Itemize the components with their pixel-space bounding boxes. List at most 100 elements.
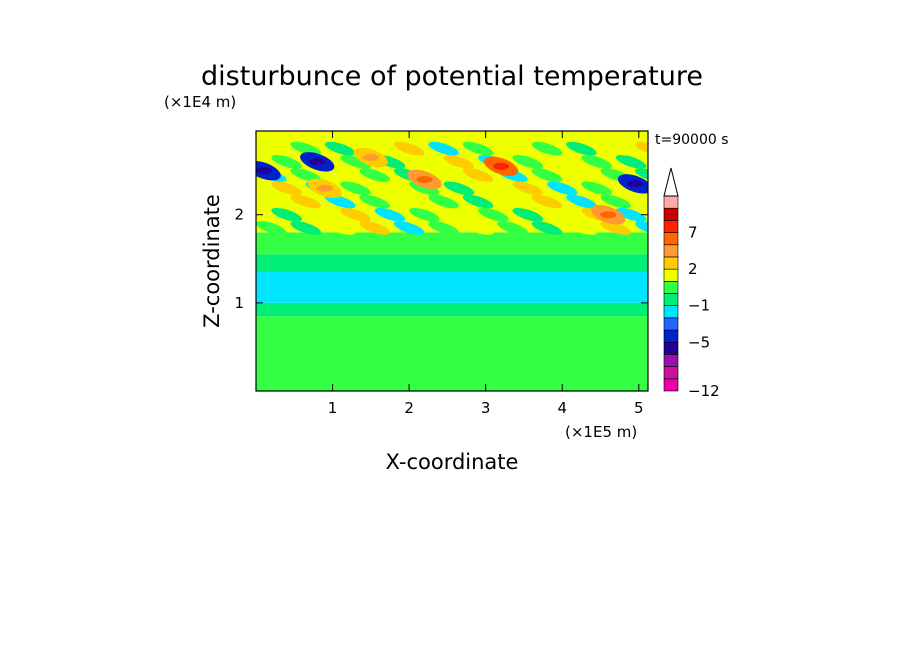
wave-cell bbox=[531, 168, 563, 182]
wave-cell bbox=[497, 141, 528, 156]
wave-cell bbox=[600, 194, 632, 209]
y-unit-label: (×1E4 m) bbox=[164, 93, 236, 111]
wave-cell bbox=[566, 168, 597, 182]
wave-cell bbox=[443, 181, 475, 196]
wave-cell bbox=[393, 221, 425, 235]
wave-cell bbox=[290, 194, 322, 209]
x-tick-label: 4 bbox=[557, 399, 567, 417]
wave-cell bbox=[462, 194, 494, 209]
wave-cell bbox=[462, 141, 494, 156]
wave-cell bbox=[256, 221, 287, 235]
colorbar: 7 2 −1 −5 −12 bbox=[663, 167, 720, 400]
wave-cell bbox=[393, 194, 425, 209]
wave-cell bbox=[531, 194, 563, 209]
wave-cell bbox=[635, 168, 648, 182]
wave-cell bbox=[340, 207, 371, 222]
plot-frame bbox=[255, 130, 649, 392]
field-feature-core bbox=[316, 184, 333, 192]
wave-cell bbox=[340, 181, 371, 196]
wave-cell bbox=[546, 181, 578, 196]
wave-cell bbox=[359, 168, 390, 182]
colorbar-tick-label: −1 bbox=[688, 297, 710, 315]
colorbar-swatch bbox=[663, 341, 679, 355]
x-tick-label: 3 bbox=[481, 399, 491, 417]
wave-cell bbox=[359, 194, 390, 209]
wave-cell bbox=[512, 207, 544, 222]
wave-cell bbox=[290, 168, 322, 182]
x-tick-label: 2 bbox=[404, 399, 414, 417]
wave-cell bbox=[443, 207, 475, 222]
wave-cell bbox=[256, 141, 287, 156]
colorbar-tick-label: 7 bbox=[688, 224, 698, 242]
colorbar-swatch bbox=[663, 244, 679, 258]
wave-cell bbox=[393, 141, 425, 156]
wave-cell bbox=[428, 168, 459, 182]
colorbar-tick-label: 2 bbox=[688, 260, 698, 278]
wave-cell bbox=[635, 221, 648, 235]
colorbar-swatch bbox=[663, 232, 679, 246]
field-band bbox=[256, 316, 648, 391]
field-feature-core bbox=[416, 175, 433, 183]
wave-cell bbox=[271, 154, 302, 169]
wave-cell bbox=[462, 168, 494, 182]
field-band bbox=[256, 232, 648, 255]
y-ticks: 12 bbox=[234, 206, 648, 312]
wave-cell bbox=[581, 181, 612, 196]
wave-cell bbox=[324, 221, 356, 235]
colorbar-swatch bbox=[663, 268, 679, 282]
wave-cell bbox=[649, 152, 683, 171]
colorbar-swatch bbox=[663, 256, 679, 270]
wave-cell bbox=[324, 194, 356, 209]
wave-cell bbox=[497, 194, 528, 209]
x-ticks: 1 2 3 4 5 bbox=[328, 131, 644, 417]
colorbar-extend-arrow bbox=[663, 167, 679, 197]
wave-cell bbox=[409, 181, 440, 196]
wave-cell bbox=[615, 154, 647, 169]
colorbar-swatch bbox=[663, 354, 679, 367]
colorbar-swatch bbox=[663, 329, 679, 343]
field-band bbox=[256, 254, 648, 273]
wave-cell bbox=[635, 141, 648, 156]
wave-cell bbox=[359, 141, 390, 156]
wave-cell bbox=[428, 141, 459, 156]
wave-cell bbox=[290, 221, 322, 235]
colorbar-tick-label: −12 bbox=[688, 382, 720, 400]
field-feature-core bbox=[362, 153, 379, 161]
colorbar-swatch bbox=[663, 366, 679, 380]
wave-cell bbox=[374, 207, 406, 222]
wave-cell bbox=[271, 207, 302, 222]
field-band bbox=[256, 302, 648, 317]
wave-cell bbox=[531, 141, 563, 156]
wave-cell bbox=[478, 181, 509, 196]
colorbar-swatch bbox=[663, 305, 679, 319]
wave-cell bbox=[271, 181, 302, 196]
wave-cell bbox=[324, 141, 356, 156]
wave-cell bbox=[443, 154, 475, 169]
wave-cell bbox=[600, 141, 632, 156]
wave-cell bbox=[478, 207, 509, 222]
y-axis-label: Z-coordinate bbox=[200, 194, 224, 328]
chart-title: disturbunce of potential temperature bbox=[201, 61, 703, 92]
wave-cell bbox=[290, 141, 322, 156]
colorbar-swatch bbox=[663, 378, 679, 392]
y-tick-label: 1 bbox=[234, 294, 244, 312]
x-tick-label: 5 bbox=[634, 399, 644, 417]
wave-cell bbox=[374, 181, 406, 196]
wave-cell bbox=[512, 181, 544, 196]
y-tick-label: 2 bbox=[234, 206, 244, 224]
time-label: t=90000 s bbox=[655, 132, 729, 148]
wave-cell bbox=[359, 221, 390, 235]
wave-cell bbox=[462, 221, 494, 235]
colorbar-swatch bbox=[663, 281, 679, 294]
wave-cell bbox=[409, 154, 440, 169]
field-feature-core bbox=[600, 211, 617, 219]
wave-cell bbox=[512, 154, 544, 169]
colorbar-swatch bbox=[663, 317, 679, 331]
x-tick-label: 1 bbox=[328, 399, 338, 417]
wave-cell bbox=[566, 221, 597, 235]
x-axis-label: X-coordinate bbox=[386, 450, 519, 474]
wave-cell bbox=[324, 168, 356, 182]
wave-cell bbox=[340, 154, 371, 169]
wave-cell bbox=[546, 207, 578, 222]
x-unit-label: (×1E5 m) bbox=[565, 423, 637, 441]
